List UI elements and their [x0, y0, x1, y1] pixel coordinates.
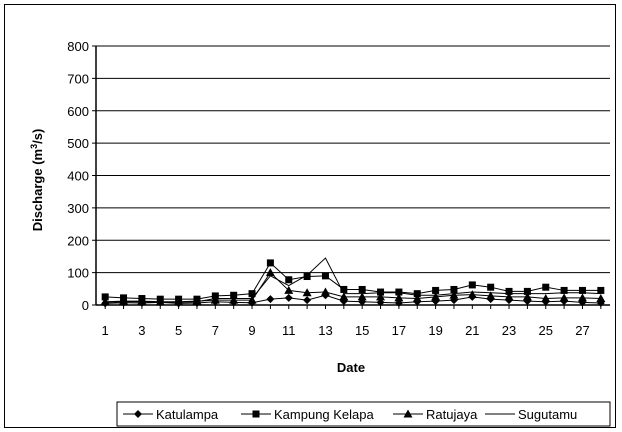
- data-point-kampung-kelapa: [395, 288, 403, 296]
- data-point-kampung-kelapa: [597, 286, 605, 294]
- series-layer: [100, 257, 606, 308]
- data-point-kampung-kelapa: [303, 273, 311, 281]
- y-tick-label: 0: [82, 298, 89, 313]
- data-point-kampung-kelapa: [340, 285, 348, 293]
- legend-marker-ratujaya: [403, 409, 413, 418]
- data-point-kampung-kelapa: [101, 293, 109, 301]
- data-point-kampung-kelapa: [542, 283, 550, 291]
- x-axis-title: Date: [337, 360, 365, 375]
- series-line-katulampa: [105, 294, 601, 304]
- data-point-kampung-kelapa: [266, 259, 274, 267]
- legend-marker-kampung-kelapa: [252, 410, 260, 418]
- data-point-kampung-kelapa: [560, 286, 568, 294]
- y-tick-label: 400: [67, 169, 89, 184]
- y-tick-label: 600: [67, 104, 89, 119]
- data-point-kampung-kelapa: [358, 285, 366, 293]
- chart-frame: 0 100 200 300 400 500 600 700 800 1 3 5 7 9 11 13 15 17 19…: [4, 4, 616, 428]
- data-point-ratujaya: [320, 287, 330, 296]
- x-tick-label: 23: [502, 323, 516, 338]
- x-tick-label: 1: [102, 323, 109, 338]
- data-point-ratujaya: [100, 297, 110, 306]
- data-point-kampung-kelapa: [230, 291, 238, 299]
- series-sugutamu: [105, 257, 601, 303]
- data-point-ratujaya: [522, 292, 532, 301]
- x-tick-label: 19: [428, 323, 442, 338]
- data-point-kampung-kelapa: [523, 287, 531, 295]
- legend-box: [116, 401, 611, 427]
- y-tick-label: 100: [67, 266, 89, 281]
- data-point-kampung-kelapa: [248, 290, 256, 298]
- data-point-ratujaya: [174, 297, 184, 306]
- legend-label-sugutamu: Sugutamu: [518, 407, 577, 422]
- y-tick-label: 300: [67, 201, 89, 216]
- data-point-kampung-kelapa: [450, 285, 458, 293]
- data-point-kampung-kelapa: [377, 288, 385, 296]
- data-point-ratujaya: [412, 294, 422, 303]
- legend-marker-katulampa: [134, 410, 142, 418]
- legend: Katulampa Kampung Kelapa Ratujaya Sugutamu: [116, 401, 611, 427]
- x-tick-label: 27: [575, 323, 589, 338]
- data-point-ratujaya: [247, 295, 257, 304]
- data-point-kampung-kelapa: [487, 283, 495, 291]
- y-tick-label: 800: [67, 39, 89, 54]
- x-tick-label: 21: [465, 323, 479, 338]
- data-point-ratujaya: [504, 292, 514, 301]
- data-point-ratujaya: [376, 292, 386, 301]
- data-point-ratujaya: [192, 296, 202, 305]
- data-point-ratujaya: [467, 290, 477, 299]
- data-point-kampung-kelapa: [505, 287, 513, 295]
- x-tick-label: 5: [175, 323, 182, 338]
- x-tick-label: 25: [539, 323, 553, 338]
- data-point-ratujaya: [229, 295, 239, 304]
- data-point-ratujaya: [119, 296, 129, 305]
- data-point-ratujaya: [577, 293, 587, 302]
- data-point-kampung-kelapa: [285, 276, 293, 284]
- series-ratujaya: [100, 268, 606, 306]
- data-point-katulampa: [266, 295, 275, 304]
- legend-label-ratujaya: Ratujaya: [426, 407, 478, 422]
- x-tick-label: 9: [248, 323, 255, 338]
- data-point-katulampa: [284, 293, 293, 302]
- x-tick-label: 11: [282, 323, 296, 338]
- data-point-ratujaya: [449, 290, 459, 299]
- series-line-kampung-kelapa: [105, 262, 601, 300]
- x-tick-label: 7: [212, 323, 219, 338]
- y-tick-label: 200: [67, 233, 89, 248]
- gridlines: [96, 45, 610, 274]
- data-point-ratujaya: [596, 294, 606, 303]
- data-point-kampung-kelapa: [321, 272, 329, 280]
- data-point-ratujaya: [284, 285, 294, 294]
- data-point-ratujaya: [265, 268, 275, 277]
- data-point-kampung-kelapa: [578, 286, 586, 294]
- legend-label-katulampa: Katulampa: [156, 407, 219, 422]
- data-point-ratujaya: [155, 297, 165, 306]
- data-point-ratujaya: [394, 293, 404, 302]
- data-point-katulampa: [376, 298, 385, 307]
- x-tick-label: 17: [392, 323, 406, 338]
- x-tick-label: 13: [318, 323, 332, 338]
- x-tick-label: 3: [138, 323, 145, 338]
- data-point-ratujaya: [541, 294, 551, 303]
- y-tick-label: 700: [67, 71, 89, 86]
- data-point-kampung-kelapa: [468, 281, 476, 289]
- data-point-kampung-kelapa: [432, 286, 440, 294]
- data-point-ratujaya: [210, 295, 220, 304]
- legend-label-kampung-kelapa: Kampung Kelapa: [274, 407, 375, 422]
- data-point-ratujaya: [339, 292, 349, 301]
- data-point-ratujaya: [302, 288, 312, 297]
- x-tick-label: 15: [355, 323, 369, 338]
- data-point-ratujaya: [486, 291, 496, 300]
- y-tick-label: 500: [67, 136, 89, 151]
- data-point-ratujaya: [431, 292, 441, 301]
- data-point-katulampa: [303, 296, 312, 305]
- y-axis-title: Discharge (m3/s): [29, 129, 45, 232]
- data-point-ratujaya: [137, 296, 147, 305]
- series-line-ratujaya: [105, 271, 601, 303]
- data-point-ratujaya: [559, 293, 569, 302]
- series-line-sugutamu: [105, 257, 601, 303]
- data-point-kampung-kelapa: [413, 290, 421, 298]
- data-point-ratujaya: [357, 292, 367, 301]
